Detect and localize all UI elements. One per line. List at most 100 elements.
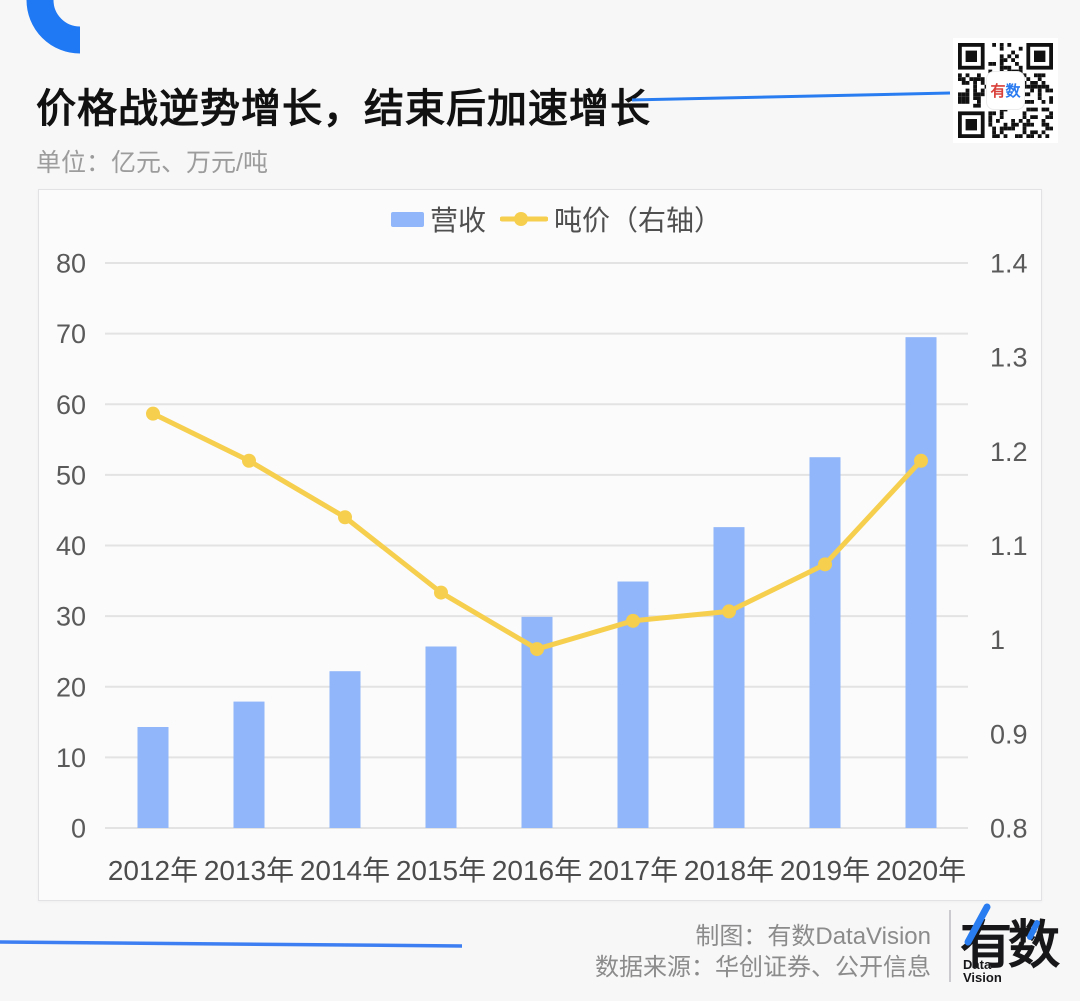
qr-module (1026, 77, 1031, 81)
corner-arc-decoration (26, 0, 81, 54)
qr-code: 有 数 (953, 38, 1058, 143)
qr-module (999, 65, 1004, 70)
qr-module (1045, 84, 1050, 89)
qr-module (973, 84, 977, 89)
qr-module (1030, 107, 1034, 112)
qr-module (1022, 111, 1027, 116)
credit-line: 制图：有数DataVision (695, 923, 931, 950)
qr-module (1003, 58, 1008, 62)
qr-module (977, 77, 981, 81)
units-subtitle: 单位：亿元、万元/吨 (36, 149, 268, 177)
qr-module (969, 77, 974, 81)
qr-module (973, 81, 977, 85)
qr-module (1022, 81, 1027, 85)
qr-module (1018, 134, 1023, 138)
qr-module (1018, 119, 1023, 123)
qr-module (999, 43, 1004, 47)
qr-module (1049, 111, 1053, 116)
qr-module (1007, 69, 1012, 74)
qr-module (999, 115, 1004, 119)
qr-module (1011, 69, 1015, 74)
qr-module (1030, 81, 1034, 85)
qr-module (965, 88, 970, 93)
qr-module (1022, 115, 1027, 119)
brand-logo-subtext-line2: Vision (963, 970, 1002, 985)
qr-module (1026, 84, 1031, 89)
footer-divider (949, 910, 951, 982)
qr-module (961, 81, 966, 85)
footer-blue-line (0, 940, 463, 948)
qr-module (988, 122, 993, 127)
qr-module (1003, 122, 1008, 127)
qr-module (980, 77, 985, 81)
qr-module (1015, 134, 1019, 138)
qr-module (1030, 134, 1034, 138)
qr-logo-char-2: 数 (1005, 83, 1021, 100)
qr-module (988, 119, 993, 123)
qr-module (1011, 122, 1015, 127)
qr-module (980, 92, 985, 97)
qr-module (1041, 107, 1046, 112)
qr-module (999, 111, 1004, 116)
qr-module (977, 92, 981, 97)
qr-module (1037, 96, 1042, 100)
qr-module (1034, 73, 1038, 78)
qr-module (1041, 81, 1046, 85)
qr-module (965, 81, 970, 85)
qr-module (992, 130, 996, 135)
qr-module (1030, 130, 1034, 135)
qr-module (1037, 84, 1042, 89)
qr-module (988, 111, 993, 116)
qr-module (1034, 130, 1038, 135)
qr-module (977, 96, 981, 100)
qr-module (1034, 84, 1038, 89)
qr-module (1049, 126, 1053, 131)
qr-module (1007, 126, 1012, 131)
qr-module (1045, 107, 1050, 112)
qr-center-logo: 有 数 (987, 72, 1024, 109)
qr-module (999, 54, 1004, 59)
line-series-swatch (500, 212, 549, 226)
chart-legend: 营收 吨价（右轴） (391, 203, 722, 236)
qr-module (965, 96, 970, 100)
qr-module (977, 103, 981, 108)
qr-module (1022, 73, 1027, 78)
qr-module (1022, 92, 1027, 97)
qr-module (958, 100, 962, 104)
qr-module (1041, 84, 1046, 89)
page-title: 价格战逆势增长，结束后加速增长 (36, 87, 651, 131)
qr-module (1011, 50, 1015, 55)
qr-module (992, 62, 996, 66)
qr-module (1011, 58, 1015, 62)
brand-logo-subtext: Data Vision (963, 958, 1002, 984)
qr-module (1045, 134, 1050, 138)
qr-module (999, 62, 1004, 66)
qr-module (1041, 122, 1046, 127)
legend-label-price: 吨价（右轴） (554, 205, 723, 236)
qr-module (1007, 54, 1012, 59)
qr-module (973, 92, 977, 97)
qr-module (999, 46, 1004, 51)
qr-module (965, 100, 970, 104)
qr-module (992, 134, 996, 138)
qr-module (1003, 126, 1008, 131)
qr-module (958, 96, 962, 100)
qr-module (999, 126, 1004, 131)
qr-module (1011, 119, 1015, 123)
qr-logo-char-1: 有 (990, 83, 1006, 100)
qr-module (1022, 126, 1027, 131)
qr-module (965, 50, 977, 62)
qr-module (1037, 134, 1042, 138)
qr-module (1003, 107, 1008, 112)
qr-module (992, 111, 996, 116)
qr-module (1015, 69, 1019, 74)
qr-module (961, 100, 966, 104)
qr-module (965, 73, 970, 78)
qr-module (1018, 46, 1023, 51)
qr-module (999, 130, 1004, 135)
qr-module (992, 43, 996, 47)
footer-credits: 制图：有数DataVision 数据来源：华创证券、公开信息 (595, 921, 931, 983)
qr-module (1041, 130, 1046, 135)
qr-module (973, 96, 977, 100)
qr-module (1045, 126, 1050, 131)
